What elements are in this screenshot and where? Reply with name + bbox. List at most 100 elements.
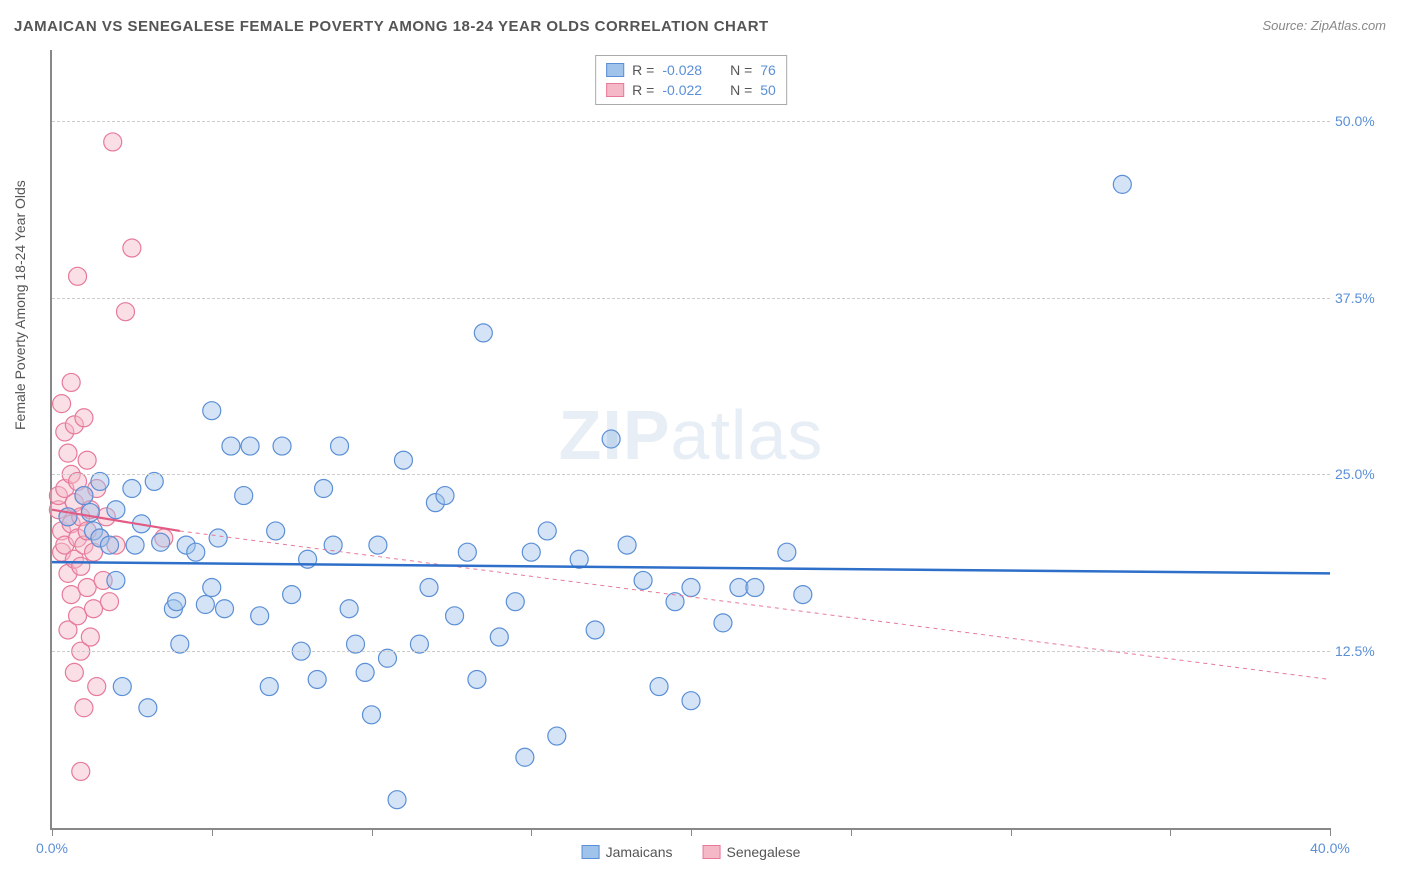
scatter-point [187,543,205,561]
y-axis-label: Female Poverty Among 18-24 Year Olds [12,180,28,430]
scatter-point [101,536,119,554]
source-credit: Source: ZipAtlas.com [1262,18,1386,33]
correlation-legend: R = -0.028 N = 76 R = -0.022 N = 50 [595,55,787,105]
legend-swatch-jamaicans [606,63,624,77]
scatter-point [602,430,620,448]
scatter-point [474,324,492,342]
scatter-point [730,579,748,597]
scatter-point [369,536,387,554]
scatter-point [116,303,134,321]
scatter-point [65,663,83,681]
scatter-point [363,706,381,724]
scatter-point [682,579,700,597]
scatter-point [308,670,326,688]
legend-row-jamaicans: R = -0.028 N = 76 [606,60,776,80]
scatter-point [356,663,374,681]
scatter-point [101,593,119,611]
scatter-point [78,451,96,469]
legend-swatch-senegalese [606,83,624,97]
y-tick-label: 37.5% [1335,290,1390,306]
legend-r-label: R = [632,62,654,78]
scatter-point [62,586,80,604]
scatter-point [69,267,87,285]
scatter-point [746,579,764,597]
scatter-point [522,543,540,561]
scatter-point [794,586,812,604]
scatter-point [75,487,93,505]
scatter-point [72,557,90,575]
scatter-point [152,533,170,551]
scatter-point [81,628,99,646]
scatter-point [634,571,652,589]
legend-n-value-0: 76 [760,62,776,78]
scatter-point [340,600,358,618]
legend-n-label: N = [730,62,752,78]
scatter-point [75,409,93,427]
chart-title: JAMAICAN VS SENEGALESE FEMALE POVERTY AM… [14,18,769,35]
legend-n-label: N = [730,82,752,98]
scatter-point [72,762,90,780]
scatter-point [209,529,227,547]
y-tick-label: 12.5% [1335,643,1390,659]
scatter-point [331,437,349,455]
scatter-point [714,614,732,632]
scatter-point [682,692,700,710]
legend-row-senegalese: R = -0.022 N = 50 [606,80,776,100]
scatter-point [85,600,103,618]
x-tick-label: 0.0% [36,840,68,856]
scatter-point [203,579,221,597]
scatter-point [75,699,93,717]
legend-r-label: R = [632,82,654,98]
scatter-point [126,536,144,554]
legend-n-value-1: 50 [760,82,776,98]
scatter-point [490,628,508,646]
scatter-point [468,670,486,688]
scatter-point [196,596,214,614]
scatter-point [260,678,278,696]
scatter-point [548,727,566,745]
legend-r-value-0: -0.028 [662,62,702,78]
scatter-point [59,444,77,462]
legend-swatch-senegalese-b [702,845,720,859]
scatter-point [394,451,412,469]
scatter-point [618,536,636,554]
scatter-point [436,487,454,505]
scatter-point [88,678,106,696]
legend-item-senegalese: Senegalese [702,844,800,860]
scatter-point [69,607,87,625]
scatter-point [53,395,71,413]
scatter-point [420,579,438,597]
legend-swatch-jamaicans-b [582,845,600,859]
scatter-point [241,437,259,455]
scatter-point [538,522,556,540]
plot-area: ZIPatlas R = -0.028 N = 76 R = -0.022 N … [50,50,1330,830]
scatter-point [81,504,99,522]
trend-line [52,562,1330,573]
scatter-point [62,373,80,391]
scatter-point [139,699,157,717]
scatter-point [283,586,301,604]
scatter-point [1113,175,1131,193]
legend-item-jamaicans: Jamaicans [582,844,673,860]
scatter-point [216,600,234,618]
scatter-point [123,239,141,257]
scatter-point [446,607,464,625]
scatter-point [107,571,125,589]
scatter-point [222,437,240,455]
scatter-point [168,593,186,611]
scatter-point [650,678,668,696]
y-tick-label: 25.0% [1335,466,1390,482]
scatter-point [78,579,96,597]
scatter-point [235,487,253,505]
scatter-svg [52,50,1330,828]
x-tick-label: 40.0% [1310,840,1350,856]
scatter-point [123,480,141,498]
scatter-point [586,621,604,639]
scatter-point [516,748,534,766]
legend-label-jamaicans: Jamaicans [606,844,673,860]
scatter-point [458,543,476,561]
scatter-point [506,593,524,611]
y-tick-label: 50.0% [1335,113,1390,129]
scatter-point [315,480,333,498]
scatter-point [273,437,291,455]
